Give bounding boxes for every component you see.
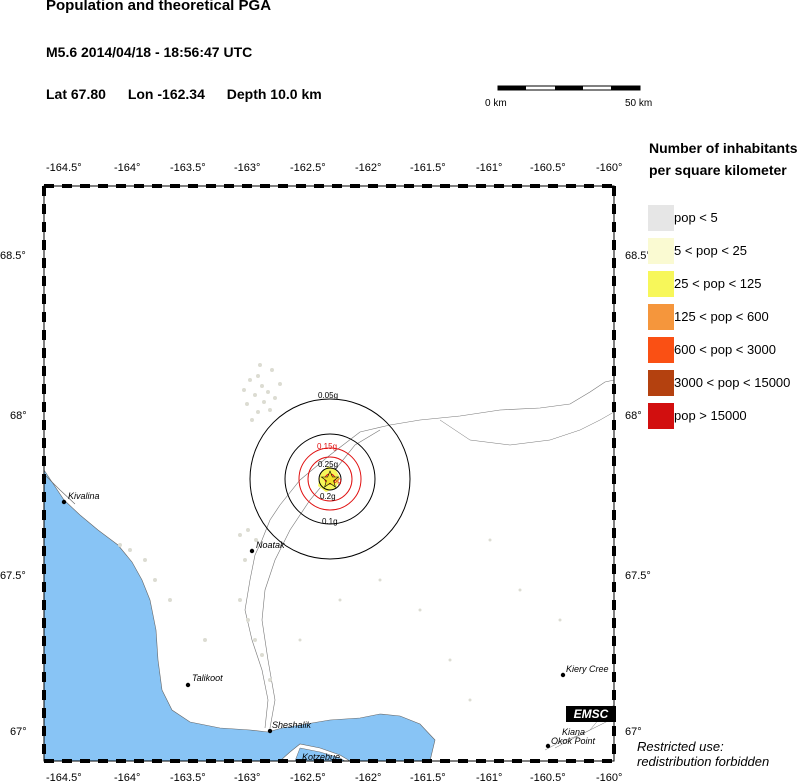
sea-area <box>43 469 436 762</box>
scale-bar-end-label: 50 km <box>625 98 653 109</box>
legend-swatch <box>648 370 674 396</box>
note-line1: Restricted use: <box>637 739 724 754</box>
pga-contours <box>249 398 411 560</box>
scale-bar-start-label: 0 km <box>485 98 507 109</box>
note-line2: redistribution forbidden <box>637 754 770 769</box>
lat-tick-label: 68° <box>10 410 27 422</box>
scale-bar <box>497 85 641 91</box>
legend-item: 25 < pop < 125 <box>648 271 807 297</box>
pga-label-0-05: 0.05g <box>318 391 338 400</box>
legend-swatch <box>648 238 674 264</box>
place-kiery-cree: Kiery Cree <box>566 664 609 674</box>
legend-title-line1: Number of inhabitants <box>649 140 798 156</box>
lon-tick-label: -161° <box>476 772 502 784</box>
map-title: Population and theoretical PGA <box>46 0 272 14</box>
place-kotzebue: Kotzebue <box>302 752 340 762</box>
lon-tick-label: -162° <box>355 162 381 174</box>
lon-tick-label: -160° <box>596 772 622 784</box>
lon-tick-label: -162.5° <box>290 772 326 784</box>
map-frame <box>42 184 616 763</box>
legend-item: 3000 < pop < 15000 <box>648 370 807 396</box>
place-okok-point: Okok Point <box>551 736 596 746</box>
pga-label-0-1: 0.1g <box>322 517 338 526</box>
lon-tick-label: -164.5° <box>46 162 82 174</box>
place-kivalina: Kivalina <box>68 491 100 501</box>
pga-label-0-2: 0.2g <box>320 492 336 501</box>
epicenter-star-icon <box>320 470 340 488</box>
pga-label-0-25: 0.25g <box>318 460 338 469</box>
place-sheshalik: Sheshalik <box>272 720 312 730</box>
restricted-use-note: Restricted use: redistribution forbidden <box>637 739 769 769</box>
lon-tick-label: -162.5° <box>290 162 326 174</box>
lon-tick-label: -163° <box>234 772 260 784</box>
lon-tick-label: -160° <box>596 162 622 174</box>
legend-item: 125 < pop < 600 <box>648 304 807 330</box>
legend-title-line2: per square kilometer <box>649 162 787 178</box>
lon-axis-top: -164.5° -164° -163.5° -163° -162.5° -162… <box>46 162 622 174</box>
places: Kivalina Noatak Talikoot Sheshalik Kotze… <box>61 491 609 762</box>
lat-axis-left: 68.5° 68° 67.5° 67° <box>0 250 27 738</box>
legend-item: pop < 5 <box>648 205 807 231</box>
lat-tick-label: 67° <box>625 726 642 738</box>
legend-label: 5 < pop < 25 <box>674 243 748 258</box>
lon-tick-label: -161° <box>476 162 502 174</box>
lon-tick-label: -164° <box>114 162 140 174</box>
emsc-logo: EMSC <box>566 706 616 722</box>
place-talikoot: Talikoot <box>192 673 223 683</box>
legend-label: pop > 15000 <box>674 408 747 423</box>
lon-tick-label: -161.5° <box>410 162 446 174</box>
lat-tick-label: 68° <box>625 410 642 422</box>
longitude-value: Lon -162.34 <box>127 86 205 102</box>
legend-swatch <box>648 271 674 297</box>
lat-tick-label: 67.5° <box>625 570 651 582</box>
lon-axis-bottom: -164.5° -164° -163.5° -163° -162.5° -162… <box>46 772 622 784</box>
legend-label: 25 < pop < 125 <box>674 276 762 291</box>
lat-tick-label: 67° <box>10 726 27 738</box>
legend-swatch <box>648 304 674 330</box>
legend-label: pop < 5 <box>674 210 718 225</box>
event-info: M5.6 2014/04/18 - 18:56:47 UTC <box>46 44 253 60</box>
map-area: 0.05g 0.1g 0.15g 0.2g 0.25g 0.3g Kivalin… <box>43 185 615 762</box>
place-noatak: Noatak <box>256 540 285 550</box>
legend-label: 600 < pop < 3000 <box>674 342 776 357</box>
lon-tick-label: -163.5° <box>170 162 206 174</box>
lon-tick-label: -164° <box>114 772 140 784</box>
legend-item: 5 < pop < 25 <box>648 238 807 264</box>
legend-swatch <box>648 205 674 231</box>
lon-tick-label: -160.5° <box>530 772 566 784</box>
river <box>244 379 615 729</box>
legend-item: pop > 15000 <box>648 403 807 429</box>
legend-label: 125 < pop < 600 <box>674 309 769 324</box>
legend-title: Number of inhabitants per square kilomet… <box>649 137 798 181</box>
legend-swatch <box>648 337 674 363</box>
pga-label-0-15: 0.15g <box>317 442 337 451</box>
lat-tick-label: 68.5° <box>0 250 26 262</box>
latitude-value: Lat 67.80 <box>46 86 106 102</box>
event-location: Lat 67.80 Lon -162.34 Depth 10.0 km <box>46 86 340 102</box>
lon-tick-label: -160.5° <box>530 162 566 174</box>
lon-tick-label: -164.5° <box>46 772 82 784</box>
lon-tick-label: -162° <box>355 772 381 784</box>
lon-tick-label: -161.5° <box>410 772 446 784</box>
place-kiana: Kiana <box>562 727 585 737</box>
legend-label: 3000 < pop < 15000 <box>674 375 791 390</box>
lat-tick-label: 67.5° <box>0 570 26 582</box>
legend-item: 600 < pop < 3000 <box>648 337 807 363</box>
depth-value: Depth 10.0 km <box>226 86 322 102</box>
population-dots <box>118 363 562 702</box>
legend-swatch <box>648 403 674 429</box>
lon-tick-label: -163° <box>234 162 260 174</box>
lat-tick-label: 68.5° <box>625 250 651 262</box>
lat-axis-right: 68.5° 68° 67.5° 67° <box>625 250 651 738</box>
lon-tick-label: -163.5° <box>170 772 206 784</box>
